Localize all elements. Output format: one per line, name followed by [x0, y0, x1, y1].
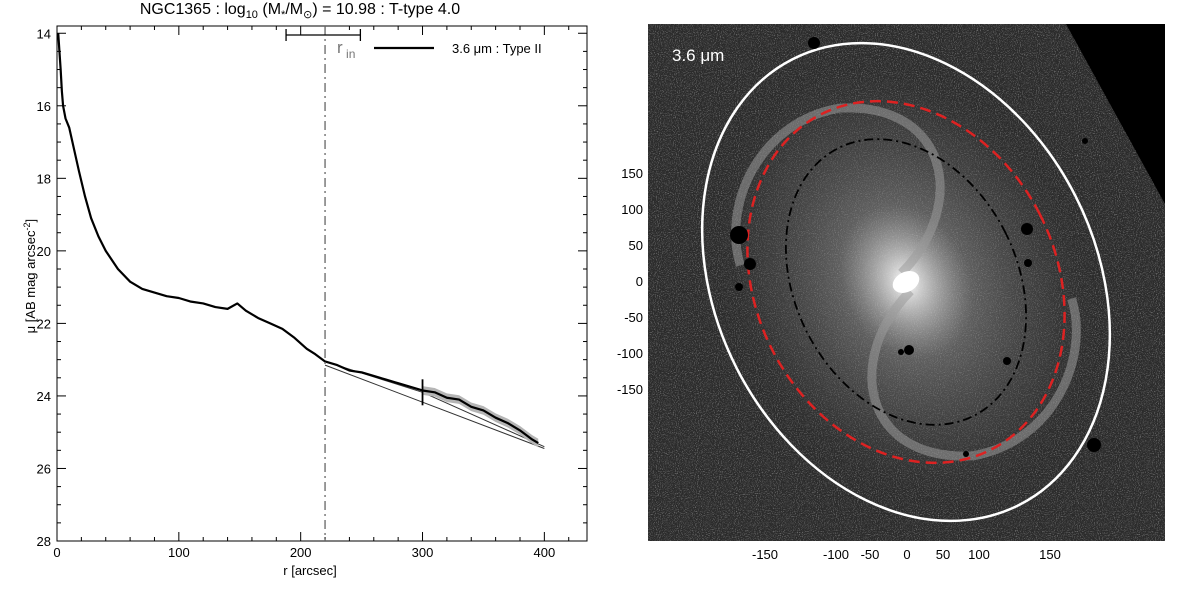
band-label: 3.6 μm [672, 46, 724, 65]
title-mass-close: ) [312, 1, 318, 18]
title-mass-sun: ⊙ [303, 9, 313, 22]
image-y-tick-label: 150 [621, 165, 643, 181]
title-mass-prefix: log [224, 1, 246, 18]
title-mass-slash: /M [285, 1, 304, 18]
title-ttype: T-type 4.0 [389, 1, 461, 18]
y-tick-label: 22 [37, 316, 51, 331]
image-x-tick-label: 100 [968, 547, 990, 562]
title-mass-paren: (M [262, 1, 282, 18]
r-in-label: r [337, 38, 343, 57]
image-y-tick-label: 100 [621, 201, 643, 217]
image-y-tick-label: 50 [628, 237, 643, 253]
y-tick-label: 26 [37, 461, 51, 476]
title-mass-value: = 10.98 [322, 1, 376, 18]
profile-line [57, 33, 539, 445]
image-x-tick-label: 0 [903, 547, 911, 562]
r-in-ellipse [785, 138, 1027, 426]
title-galaxy: NGC1365 [139, 1, 211, 18]
plot-frame [56, 25, 588, 542]
masked-stars [730, 37, 1101, 457]
fit-line [324, 364, 545, 449]
outer-isophote [700, 41, 1112, 523]
image-x-tick-label: 150 [1039, 547, 1061, 562]
legend-label: 3.6 μm : Type II [452, 41, 542, 56]
plot-ticks: 0 100 200 300 400 14 16 18 20 22 24 26 28 [37, 26, 587, 560]
y-tick-label: 28 [37, 534, 51, 549]
y-tick-label: 18 [37, 171, 51, 186]
galaxy-core [892, 271, 920, 293]
x-axis-label: r [arcsec] [283, 563, 337, 578]
title-mass-sub: 10 [245, 9, 258, 22]
image-x-tick-label: -50 [860, 547, 880, 562]
x-tick-label: 100 [168, 545, 190, 560]
image-y-tick-label: -150 [616, 382, 643, 398]
galaxy-disk [700, 41, 1112, 523]
legend: 3.6 μm : Type II [374, 41, 542, 56]
profile-plot: 0 100 200 300 400 14 16 18 20 22 24 26 28 r in 3.6 μm… [37, 25, 588, 560]
y-tick-label: 24 [37, 389, 51, 404]
x-tick-label: 300 [412, 545, 434, 560]
r-in-label-sub: in [346, 47, 355, 61]
galaxy-image: 3.6 μm [648, 24, 1165, 541]
image-y-tick-label: -50 [624, 310, 643, 326]
uncertainty-band [422, 386, 539, 448]
x-tick-label: 0 [53, 545, 60, 560]
spiral-arm-north [731, 103, 945, 277]
chart-title: NGC1365 : log10 (M*/M⊙) = 10.98 : T-type… [139, 1, 461, 22]
spiral-arm-south [867, 287, 1081, 461]
image-x-tick-label: -150 [751, 547, 779, 562]
image-x-tick-label: 50 [935, 547, 951, 562]
image-masked-corner [1066, 24, 1165, 204]
image-y-tick-label: -100 [616, 346, 643, 362]
r-in-marker: r in [285, 26, 362, 541]
profile-series [57, 33, 539, 448]
x-tick-label: 400 [534, 545, 556, 560]
image-y-tick-label: 0 [635, 274, 643, 289]
image-x-tick-label: -100 [822, 547, 850, 562]
x-tick-label: 200 [290, 545, 312, 560]
y-tick-label: 14 [37, 26, 51, 41]
fit-lines [324, 360, 545, 449]
y-tick-label: 20 [37, 244, 51, 259]
galaxy-image-panel: 3.6 μm [648, 24, 1165, 541]
title-mass-star: * [281, 9, 286, 22]
break-radius-ellipse [746, 99, 1066, 465]
y-tick-label: 16 [37, 99, 51, 114]
